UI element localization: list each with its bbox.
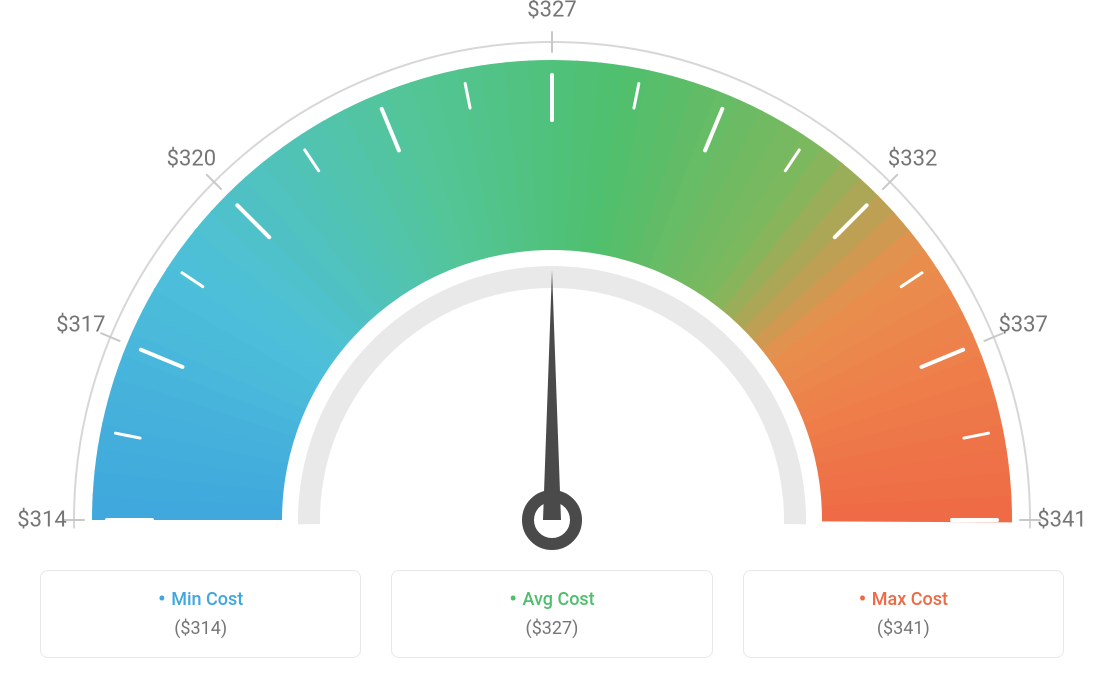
legend-min-label: Min Cost xyxy=(158,589,243,610)
legend-card-max: Max Cost ($341) xyxy=(743,570,1064,658)
gauge-tick-label: $327 xyxy=(527,0,576,23)
gauge-tick-label: $337 xyxy=(998,312,1047,337)
legend-row: Min Cost ($314) Avg Cost ($327) Max Cost… xyxy=(0,570,1104,658)
gauge-tick-label: $341 xyxy=(1037,508,1086,533)
legend-card-avg: Avg Cost ($327) xyxy=(391,570,712,658)
gauge-chart: $314 $317 $320 $327 $332 $337 $341 xyxy=(0,0,1104,560)
legend-avg-label: Avg Cost xyxy=(509,589,594,610)
gauge-svg xyxy=(0,0,1104,560)
legend-max-value: ($341) xyxy=(754,618,1053,639)
gauge-tick-label: $314 xyxy=(17,508,66,533)
legend-max-label: Max Cost xyxy=(859,589,948,610)
gauge-tick-label: $320 xyxy=(167,147,216,172)
gauge-tick-label: $332 xyxy=(888,147,937,172)
gauge-tick-label: $317 xyxy=(56,312,105,337)
legend-min-value: ($314) xyxy=(51,618,350,639)
legend-card-min: Min Cost ($314) xyxy=(40,570,361,658)
legend-avg-value: ($327) xyxy=(402,618,701,639)
